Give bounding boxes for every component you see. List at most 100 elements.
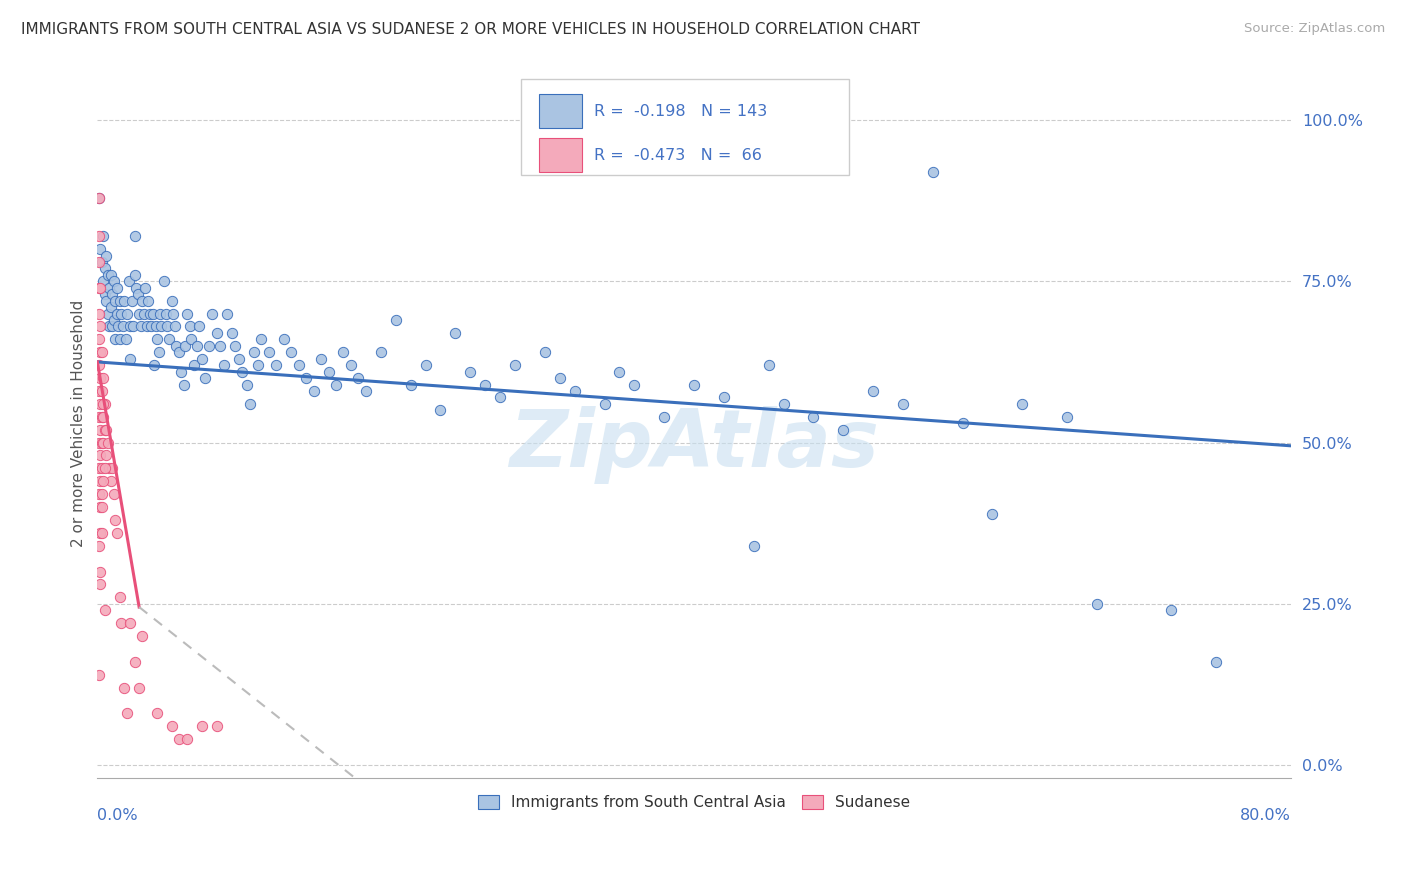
Point (90, 384, 112, 398)
Point (89, 423, 111, 437)
Point (87, 384, 110, 398)
Point (129, 319, 152, 334)
Point (98, 319, 121, 334)
Point (266, 358, 288, 372)
Point (146, 706, 169, 721)
Point (89, 397, 111, 411)
Point (101, 287, 124, 301)
Text: 0.0%: 0.0% (97, 808, 138, 823)
Point (160, 293, 183, 308)
Point (87, 281, 110, 295)
Point (149, 307, 172, 321)
Text: 80.0%: 80.0% (1240, 808, 1291, 823)
Point (87, 190, 110, 204)
Point (136, 293, 159, 308)
Point (198, 339, 221, 353)
Point (91, 475, 114, 489)
Point (120, 319, 142, 334)
Point (952, 416, 974, 430)
Point (89, 281, 111, 295)
Point (104, 513, 127, 527)
Point (96, 248, 118, 262)
Point (415, 358, 437, 372)
Point (183, 358, 205, 372)
Point (212, 358, 235, 372)
Point (180, 332, 202, 346)
Point (94, 261, 117, 276)
Point (89, 525, 111, 540)
Point (131, 629, 153, 643)
Point (89, 449, 111, 463)
Point (318, 365, 340, 379)
Point (87, 307, 110, 321)
Point (458, 365, 481, 379)
Point (91, 229, 114, 244)
Point (101, 461, 124, 475)
Point (295, 371, 318, 385)
Point (98, 281, 121, 295)
Point (128, 307, 150, 321)
Point (217, 307, 239, 321)
Point (228, 351, 250, 366)
Point (97, 435, 120, 450)
Point (87, 667, 110, 681)
Point (103, 274, 125, 288)
Point (145, 319, 167, 334)
Point (354, 384, 377, 398)
Point (94, 397, 117, 411)
Point (87, 229, 110, 244)
Point (163, 319, 186, 334)
Point (803, 409, 825, 424)
Point (231, 365, 253, 379)
Point (94, 461, 117, 475)
Point (131, 293, 153, 308)
Point (186, 339, 208, 353)
Point (97, 268, 120, 282)
Point (370, 345, 392, 359)
Point (107, 319, 129, 334)
Point (489, 391, 512, 405)
Point (98, 461, 121, 475)
Point (1056, 409, 1078, 424)
Point (118, 274, 141, 288)
Point (176, 732, 198, 747)
Point (91, 409, 114, 424)
Point (134, 281, 156, 295)
Point (114, 332, 136, 346)
Point (772, 397, 794, 411)
Point (120, 616, 142, 631)
Point (148, 345, 170, 359)
Point (309, 351, 332, 366)
FancyBboxPatch shape (538, 138, 582, 172)
Point (162, 307, 184, 321)
Point (205, 326, 228, 340)
Point (273, 332, 295, 346)
Point (108, 293, 131, 308)
Point (564, 384, 586, 398)
Point (503, 358, 526, 372)
Point (191, 719, 214, 733)
Point (112, 293, 135, 308)
Point (205, 719, 228, 733)
Point (87, 190, 110, 204)
Point (89, 500, 111, 514)
Text: IMMIGRANTS FROM SOUTH CENTRAL ASIA VS SUDANESE 2 OR MORE VEHICLES IN HOUSEHOLD C: IMMIGRANTS FROM SOUTH CENTRAL ASIA VS SU… (21, 22, 920, 37)
Point (179, 319, 201, 334)
Point (89, 242, 111, 256)
Point (169, 732, 191, 747)
Point (90, 345, 112, 359)
Point (110, 616, 132, 631)
Text: Source: ZipAtlas.com: Source: ZipAtlas.com (1244, 22, 1385, 36)
Point (302, 384, 325, 398)
Point (104, 332, 127, 346)
Point (444, 326, 467, 340)
Point (89, 345, 111, 359)
Point (1205, 655, 1227, 669)
Point (89, 577, 111, 591)
Point (208, 339, 231, 353)
Point (758, 358, 780, 372)
Point (173, 377, 195, 392)
Point (103, 313, 125, 327)
Point (94, 603, 117, 617)
Point (89, 319, 111, 334)
